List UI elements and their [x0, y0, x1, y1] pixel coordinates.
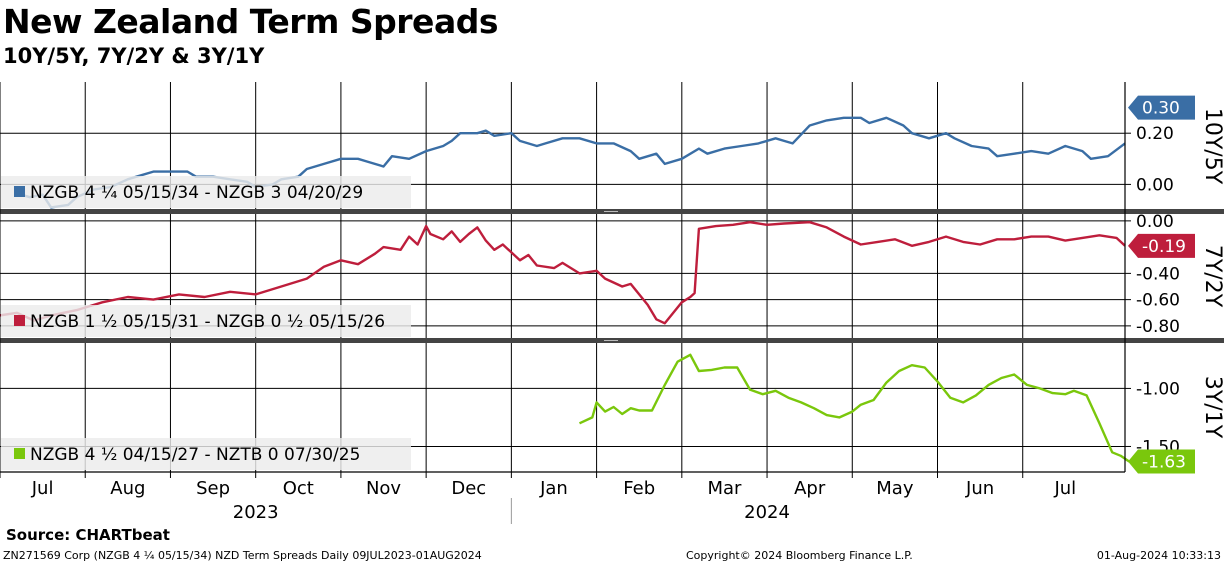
x-tick-label: Jan [539, 478, 568, 499]
y-tick-label: -0.40 [1136, 264, 1180, 284]
legend-box [1, 305, 411, 337]
year-label: 2023 [233, 502, 279, 523]
y-tick-label: -0.60 [1136, 291, 1180, 311]
legend-box [1, 176, 411, 208]
x-tick-label: Feb [623, 478, 655, 499]
chart-subtitle: 10Y/5Y, 7Y/2Y & 3Y/1Y [3, 44, 265, 68]
last-value-label: -0.19 [1142, 237, 1186, 257]
copyright: Copyright© 2024 Bloomberg Finance L.P. [686, 549, 913, 562]
timestamp: 01-Aug-2024 10:33:13 [1096, 549, 1221, 562]
y-tick-label: -0.80 [1136, 317, 1180, 337]
panel-name: 7Y/2Y [1200, 245, 1224, 308]
x-tick-label: Jul [31, 478, 54, 499]
legend-swatch [14, 186, 25, 197]
last-value-tag [1128, 95, 1195, 120]
x-tick-label: Aug [110, 478, 145, 499]
x-tick-label: Dec [451, 478, 486, 499]
x-tick-label: Oct [283, 478, 314, 499]
legend-swatch [14, 315, 25, 326]
x-tick-label: Mar [707, 478, 742, 499]
x-tick-label: Nov [366, 478, 401, 499]
y-tick-label: 0.00 [1136, 212, 1174, 232]
legend-label: NZGB 4 ¼ 05/15/34 - NZGB 3 04/20/29 [30, 183, 363, 203]
ticker-info: ZN271569 Corp (NZGB 4 ¼ 05/15/34) NZD Te… [3, 549, 482, 562]
x-tick-label: May [876, 478, 914, 499]
legend-label: NZGB 4 ½ 04/15/27 - NZTB 0 07/30/25 [30, 445, 360, 465]
series-line-7Y-2Y [0, 221, 1126, 325]
last-value-label: -1.63 [1142, 453, 1186, 473]
last-value-tag [1128, 233, 1195, 258]
series-line-3Y-1Y [578, 353, 1130, 463]
legend-swatch [14, 448, 25, 459]
year-label: 2024 [744, 502, 790, 523]
y-tick-label: 0.00 [1136, 175, 1174, 195]
source-label: Source: CHARTbeat [6, 526, 170, 544]
last-value-label: 0.30 [1142, 99, 1180, 119]
chart-title: New Zealand Term Spreads [3, 2, 498, 41]
legend-label: NZGB 1 ½ 05/15/31 - NZGB 0 ½ 05/15/26 [30, 312, 385, 332]
x-tick-label: Sep [196, 478, 230, 499]
x-tick-label: Jul [1053, 478, 1076, 499]
panel-name: 3Y/1Y [1200, 376, 1224, 439]
x-tick-label: Apr [794, 478, 826, 499]
y-tick-label: 0.20 [1136, 124, 1174, 144]
panel-name: 10Y/5Y [1200, 108, 1224, 185]
x-tick-label: Jun [965, 478, 994, 499]
legend-box [1, 438, 411, 470]
y-tick-label: -1.00 [1136, 379, 1180, 399]
last-value-tag [1128, 449, 1195, 474]
